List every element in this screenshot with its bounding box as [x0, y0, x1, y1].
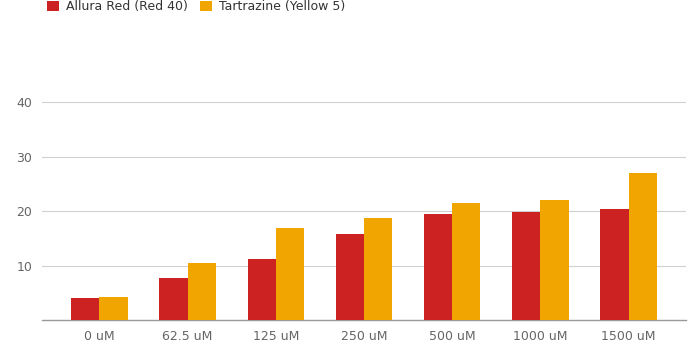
- Bar: [512, 212, 540, 320]
- Bar: [276, 228, 304, 320]
- Bar: [99, 297, 127, 320]
- Bar: [188, 263, 216, 320]
- Bar: [248, 259, 276, 320]
- Bar: [629, 173, 657, 320]
- Bar: [601, 209, 629, 320]
- Bar: [160, 278, 188, 320]
- Bar: [71, 298, 99, 320]
- Bar: [364, 218, 392, 320]
- Bar: [540, 200, 568, 320]
- Bar: [452, 203, 480, 320]
- Legend: Allura Red (Red 40), Tartrazine (Yellow 5): Allura Red (Red 40), Tartrazine (Yellow …: [42, 0, 350, 18]
- Bar: [424, 214, 452, 320]
- Bar: [336, 234, 364, 320]
